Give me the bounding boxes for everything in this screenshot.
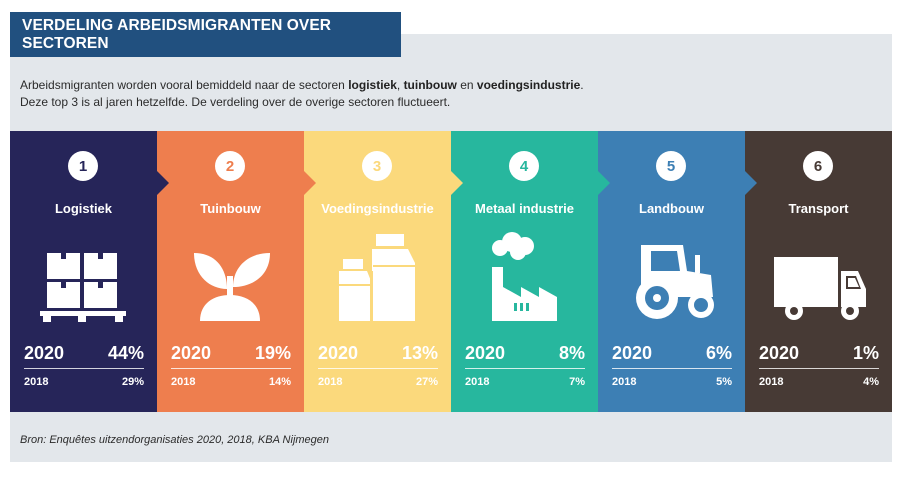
truck-icon (774, 257, 866, 320)
arrow-notch (451, 171, 463, 195)
sprout-icon (194, 253, 270, 321)
year-label: 2018 (465, 376, 490, 388)
stat-2020: 2020 13% (318, 343, 438, 364)
sector-card-tuinbouw: 2 Tuinbouw 2020 19% 2018 14% (157, 131, 304, 412)
year-label: 2018 (612, 376, 637, 388)
page-title: VERDELING ARBEIDSMIGRANTEN OVER SECTOREN (22, 16, 332, 52)
rank-badge: 3 (362, 151, 392, 181)
year-label: 2020 (24, 343, 65, 363)
intro-text-part: en (456, 78, 477, 92)
percentage-value: 8% (558, 343, 585, 363)
percentage-value: 14% (268, 376, 291, 388)
stat-2020: 2020 8% (465, 343, 585, 364)
rank-badge: 6 (803, 151, 833, 181)
intro-text: Arbeidsmigranten worden vooral bemiddeld… (20, 77, 880, 111)
year-label: 2018 (24, 376, 49, 388)
sector-name: Metaal industrie (475, 201, 574, 216)
stat-2018: 2018 4% (759, 376, 879, 388)
percentage-value: 5% (716, 376, 732, 388)
intro-line-1: Arbeidsmigranten worden vooral bemiddeld… (20, 77, 880, 94)
divider (612, 368, 732, 369)
sector-card-landbouw: 5 Landbouw 2020 6% 2018 5% (598, 131, 745, 412)
stat-2020: 2020 6% (612, 343, 732, 364)
sector-name: Landbouw (639, 201, 704, 216)
divider (759, 368, 879, 369)
stat-2020: 2020 19% (171, 343, 291, 364)
intro-text-part: Arbeidsmigranten worden vooral bemiddeld… (20, 78, 349, 92)
sector-card-voedingsindustrie: 3 Voedingsindustrie 2020 13% 2018 27% (304, 131, 451, 412)
intro-text-part: . (580, 78, 584, 92)
year-label: 2020 (318, 343, 359, 363)
milk-cartons-icon (339, 234, 415, 321)
rank-badge: 5 (656, 151, 686, 181)
sector-strip: 1 Logistiek 2020 44% 2018 29% 2 Tuinbouw (10, 131, 892, 412)
year-label: 2018 (759, 376, 784, 388)
year-label: 2018 (318, 376, 343, 388)
percentage-value: 7% (569, 376, 585, 388)
percentage-value: 13% (401, 343, 438, 363)
pallet-boxes-icon (40, 253, 126, 322)
percentage-value: 44% (107, 343, 144, 363)
sector-card-logistiek: 1 Logistiek 2020 44% 2018 29% (10, 131, 157, 412)
tractor-icon (636, 245, 714, 319)
intro-line-2: Deze top 3 is al jaren hetzelfde. De ver… (20, 95, 451, 109)
stat-2018: 2018 14% (171, 376, 291, 388)
divider (465, 368, 585, 369)
stat-2018: 2018 5% (612, 376, 732, 388)
stat-2020: 2020 44% (24, 343, 144, 364)
sector-name: Tuinbouw (200, 201, 261, 216)
sector-card-metaal-industrie: 4 Metaal industrie 2020 8% 2018 7% (451, 131, 598, 412)
stat-2018: 2018 29% (24, 376, 144, 388)
source-note: Bron: Enquêtes uitzendorganisaties 2020,… (20, 434, 330, 446)
percentage-value: 4% (863, 376, 879, 388)
percentage-value: 29% (121, 376, 144, 388)
stat-2018: 2018 7% (465, 376, 585, 388)
divider (171, 368, 291, 369)
intro-highlight-tuinbouw: tuinbouw (403, 78, 457, 92)
rank-badge: 1 (68, 151, 98, 181)
percentage-value: 19% (254, 343, 291, 363)
year-label: 2020 (465, 343, 506, 363)
year-label: 2018 (171, 376, 196, 388)
divider (24, 368, 144, 369)
factory-icon (492, 232, 557, 321)
stat-2020: 2020 1% (759, 343, 879, 364)
sector-name: Logistiek (54, 201, 113, 216)
percentage-value: 27% (415, 376, 438, 388)
arrow-notch (745, 171, 757, 195)
sector-card-transport: 6 Transport 2020 1% 2018 4% (745, 131, 892, 412)
year-label: 2020 (612, 343, 653, 363)
arrow-notch (304, 171, 316, 195)
rank-badge: 2 (215, 151, 245, 181)
sector-name: Transport (788, 201, 849, 216)
sector-name: Voedingsindustrie (321, 201, 434, 216)
rank-badge: 4 (509, 151, 539, 181)
year-label: 2020 (171, 343, 212, 363)
arrow-notch (598, 171, 610, 195)
percentage-value: 1% (852, 343, 879, 363)
title-banner: VERDELING ARBEIDSMIGRANTEN OVER SECTOREN (10, 12, 401, 57)
stat-2018: 2018 27% (318, 376, 438, 388)
intro-highlight-logistiek: logistiek (348, 78, 397, 92)
intro-highlight-voedingsindustrie: voedingsindustrie (476, 78, 581, 92)
divider (318, 368, 438, 369)
percentage-value: 6% (705, 343, 732, 363)
year-label: 2020 (759, 343, 800, 363)
intro-text-part: , (396, 78, 404, 92)
arrow-notch (157, 171, 169, 195)
